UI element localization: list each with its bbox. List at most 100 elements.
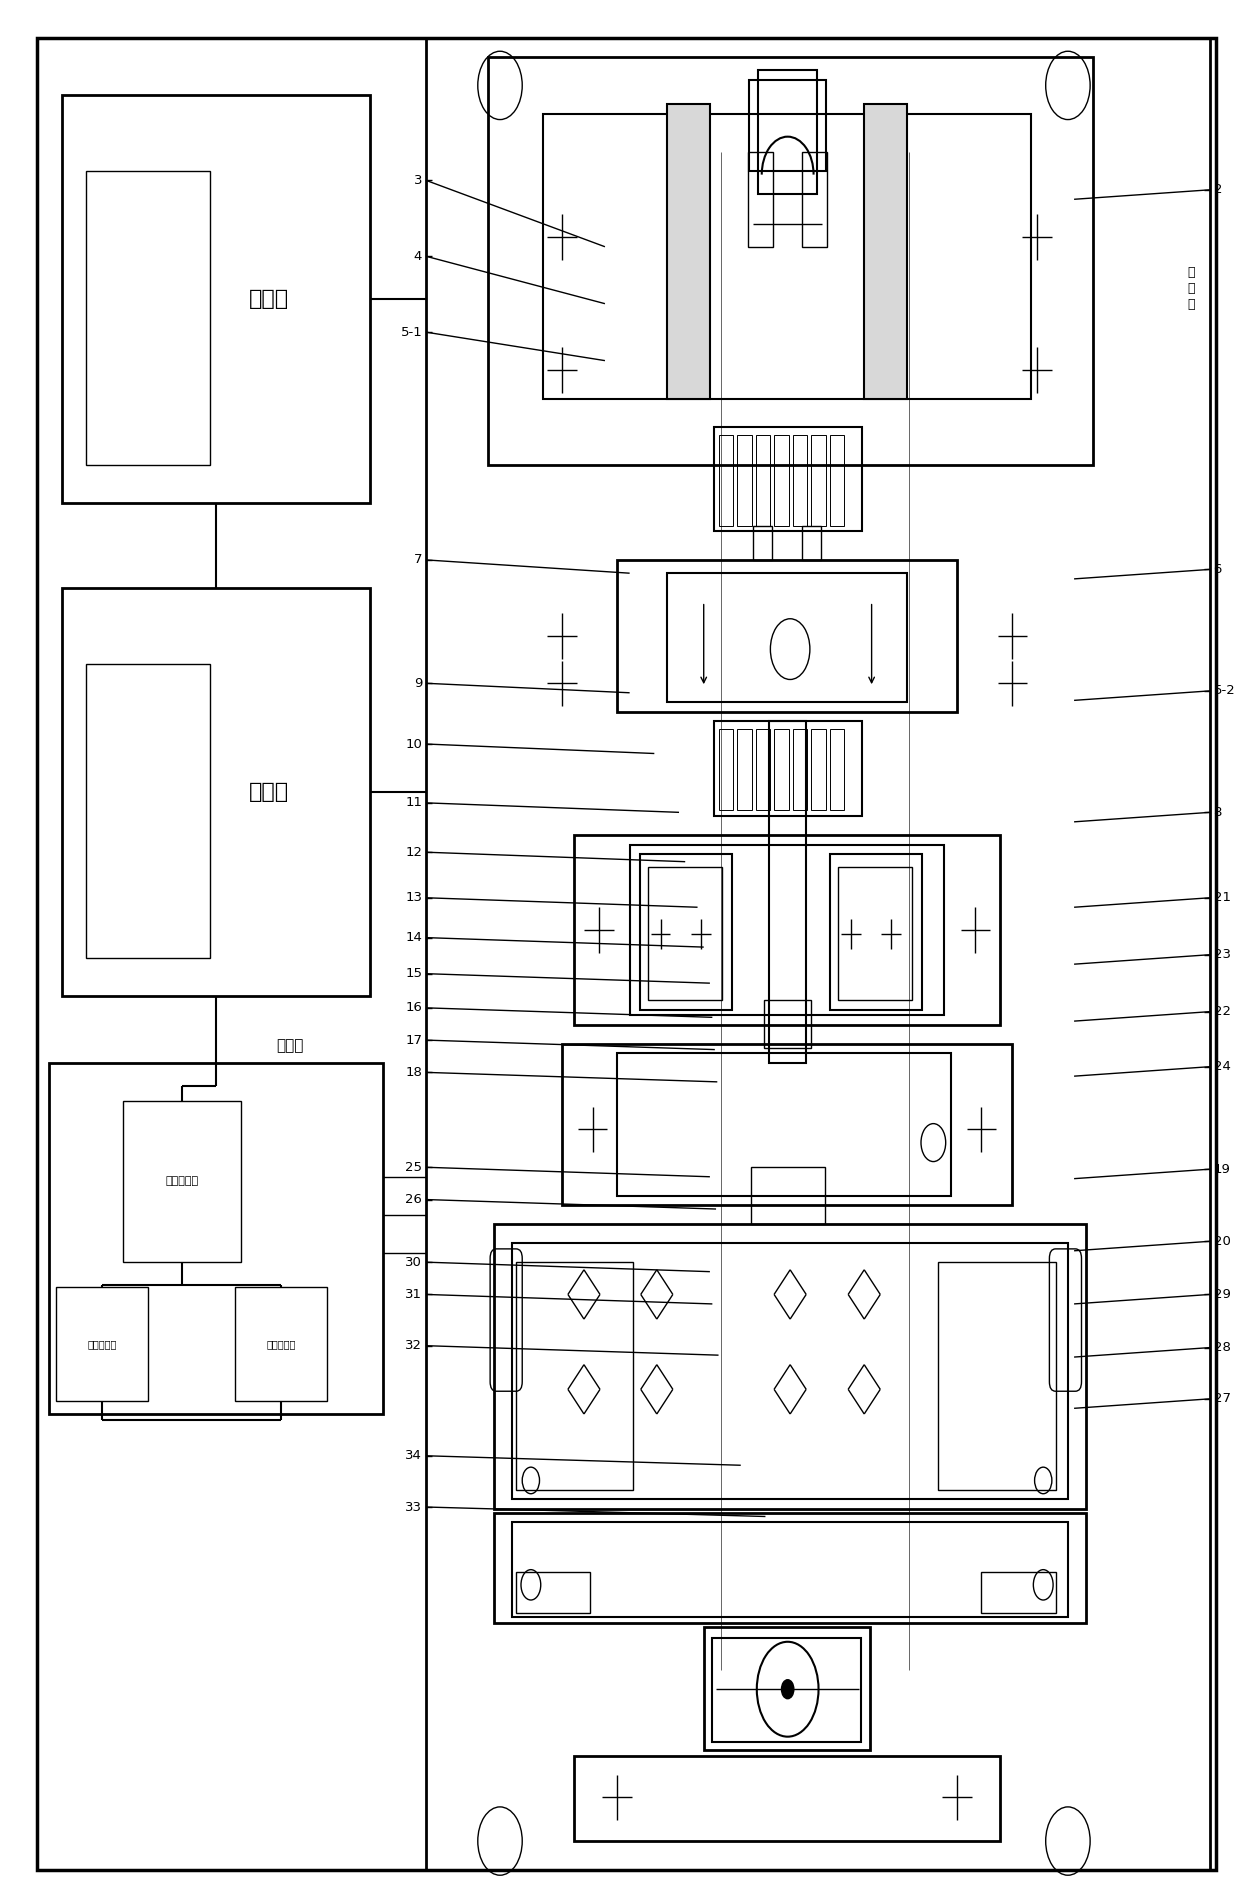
Bar [562,1044,1012,1205]
Bar [516,1262,634,1490]
Bar [830,435,844,526]
Bar [62,588,371,996]
Text: 21: 21 [1214,892,1230,903]
Text: 配电柜: 配电柜 [248,288,289,309]
Text: 15: 15 [405,968,423,979]
Text: 27: 27 [1214,1393,1230,1405]
Text: 25: 25 [405,1162,423,1173]
Text: 控制台: 控制台 [277,1038,304,1053]
Bar [487,57,1092,465]
Bar [748,152,773,247]
Text: 运动控制卡: 运动控制卡 [87,1338,117,1349]
Bar [802,526,821,560]
Bar [774,729,789,810]
Bar [56,1287,148,1401]
Bar [713,427,862,531]
Bar [718,435,733,526]
Bar [764,1000,811,1048]
Bar [737,729,751,810]
Bar [713,721,862,816]
Bar [830,729,844,810]
Text: 34: 34 [405,1450,423,1461]
Text: 22: 22 [1214,1006,1230,1017]
Text: 9: 9 [414,678,423,689]
Bar [769,721,806,1063]
Text: 12: 12 [405,847,423,858]
Bar [792,435,807,526]
Text: 5-1: 5-1 [401,326,423,338]
Bar [982,1572,1055,1613]
Bar [704,1627,870,1750]
Text: 7: 7 [414,554,423,566]
Text: 16: 16 [405,1002,423,1014]
Text: 26: 26 [405,1194,423,1205]
Bar [516,1572,590,1613]
Circle shape [781,1680,794,1699]
Bar [87,171,210,465]
Text: 试
验
台: 试 验 台 [1188,266,1195,311]
Bar [618,560,957,712]
Bar [774,435,789,526]
Text: 13: 13 [405,892,423,903]
Text: 33: 33 [405,1501,423,1513]
Bar [425,38,1210,1870]
Bar [830,854,923,1010]
Text: 3: 3 [414,175,423,186]
Bar [838,867,913,1000]
Bar [494,1513,1086,1623]
Bar [618,1053,951,1196]
Text: 30: 30 [405,1256,423,1268]
Bar [712,1638,861,1742]
Bar [737,435,751,526]
Bar [750,1167,825,1224]
Text: 24: 24 [1214,1061,1230,1072]
Bar [512,1522,1068,1617]
Bar [512,1243,1068,1499]
Text: 11: 11 [405,797,423,809]
Bar [864,104,908,399]
Bar [939,1262,1055,1490]
Text: 8: 8 [1214,807,1221,818]
Text: 5-2: 5-2 [1214,685,1235,697]
Text: 17: 17 [405,1034,423,1046]
Bar [124,1101,241,1262]
Bar [62,95,371,503]
Bar [802,152,827,247]
Bar [792,729,807,810]
Text: 14: 14 [405,932,423,943]
Bar [50,1063,383,1414]
Text: 28: 28 [1214,1342,1230,1353]
Bar [811,729,826,810]
Bar [630,845,945,1015]
Text: 19: 19 [1214,1163,1230,1175]
Text: 20: 20 [1214,1236,1230,1247]
Text: 数据采集卡: 数据采集卡 [267,1338,295,1349]
Text: 10: 10 [405,738,423,750]
Bar [811,435,826,526]
Bar [749,80,826,171]
Bar [640,854,732,1010]
Text: 32: 32 [405,1340,423,1351]
Bar [667,573,908,702]
Bar [234,1287,327,1401]
Text: 18: 18 [405,1067,423,1078]
Text: 2: 2 [1214,184,1223,195]
Text: 实时控制器: 实时控制器 [165,1177,198,1186]
Bar [755,435,770,526]
Bar [87,664,210,958]
Bar [574,1756,999,1841]
Text: 23: 23 [1214,949,1230,960]
Text: 29: 29 [1214,1289,1230,1300]
Text: 31: 31 [405,1289,423,1300]
Bar [753,526,771,560]
Text: 6: 6 [1214,564,1221,575]
Bar [543,114,1030,399]
Bar [574,835,999,1025]
Bar [755,729,770,810]
Bar [758,70,817,194]
Bar [494,1224,1086,1509]
Bar [649,867,722,1000]
Text: 上位机: 上位机 [248,782,289,803]
Bar [667,104,709,399]
Bar [718,729,733,810]
